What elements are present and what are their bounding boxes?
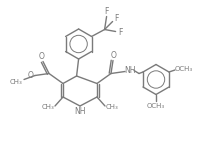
Text: CH₃: CH₃: [10, 79, 22, 84]
Text: F: F: [118, 28, 123, 37]
Text: CH₃: CH₃: [42, 104, 54, 110]
Text: OCH₃: OCH₃: [175, 66, 193, 72]
Text: O: O: [111, 51, 117, 60]
Text: O: O: [39, 52, 45, 61]
Text: NH: NH: [124, 66, 136, 75]
Text: F: F: [104, 7, 109, 16]
Text: CH₃: CH₃: [106, 104, 118, 110]
Text: NH: NH: [74, 107, 86, 115]
Text: OCH₃: OCH₃: [147, 104, 165, 110]
Text: F: F: [114, 14, 119, 23]
Text: O: O: [28, 71, 34, 80]
